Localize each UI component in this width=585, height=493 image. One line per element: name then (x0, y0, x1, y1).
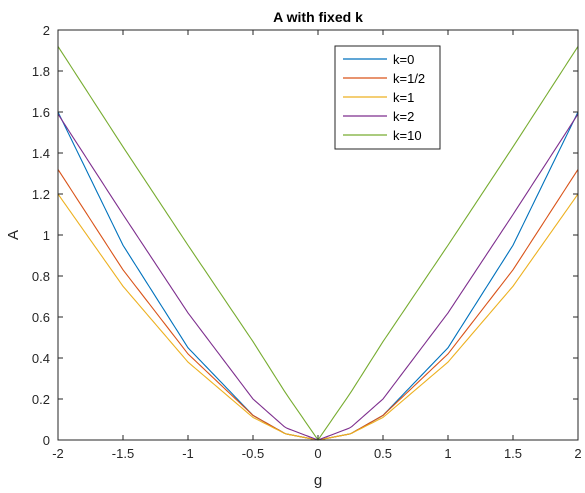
series-line-1 (57, 169, 579, 441)
x-tick-label: 1.5 (504, 446, 522, 461)
legend-entry: k=0 (393, 52, 414, 67)
plot-area (57, 46, 579, 441)
x-tick-label: -0.5 (242, 446, 264, 461)
legend-entry: k=1 (393, 90, 414, 105)
x-axis-label: g (314, 472, 322, 489)
x-tick-label: -1 (182, 446, 194, 461)
legend: k=0 k=1/2 k=1 k=2 k=10 (334, 45, 441, 150)
legend-entry: k=10 (393, 128, 422, 143)
y-tick-label: 1.2 (32, 187, 50, 202)
x-tick-label: 2 (574, 446, 581, 461)
y-tick-label: 1.8 (32, 64, 50, 79)
y-tick-label: 1 (43, 228, 50, 243)
series-line-3 (57, 113, 579, 441)
y-tick-label: 2 (43, 23, 50, 38)
series-line-0 (57, 111, 579, 441)
y-tick-label: 0.2 (32, 392, 50, 407)
y-tick-label: 1.6 (32, 105, 50, 120)
y-tick-label: 0 (43, 433, 50, 448)
y-tick-label: 0.6 (32, 310, 50, 325)
x-tick-label: -2 (52, 446, 64, 461)
y-tick-label: 0.8 (32, 269, 50, 284)
x-tick-label: 1 (444, 446, 451, 461)
series-line-4 (57, 46, 579, 441)
x-tick-label: -1.5 (112, 446, 134, 461)
chart-title: A with fixed k (273, 9, 363, 25)
ticks: -2 -1.5 -1 -0.5 0 0.5 1 1.5 2 0 0.2 0.4 0.6 0.8 1 1.2 1.… (32, 23, 582, 461)
x-tick-label: 0 (314, 446, 321, 461)
y-tick-label: 1.4 (32, 146, 50, 161)
y-axis-label: A (5, 230, 22, 240)
y-tick-label: 0.4 (32, 351, 50, 366)
x-tick-label: 0.5 (374, 446, 392, 461)
series-line-2 (57, 193, 579, 441)
legend-entry: k=2 (393, 109, 414, 124)
legend-entry: k=1/2 (393, 71, 425, 86)
